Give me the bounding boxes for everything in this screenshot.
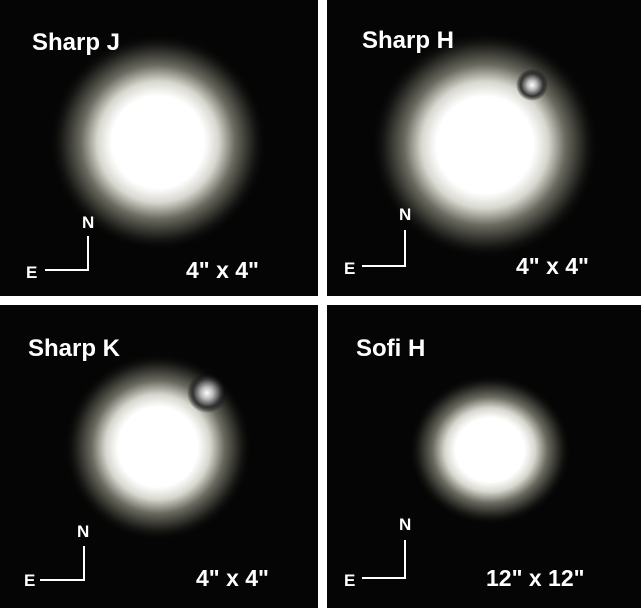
east-label: E — [26, 263, 37, 282]
north-label: N — [77, 522, 89, 541]
compass — [45, 236, 89, 271]
compass — [40, 546, 85, 581]
east-label: E — [344, 259, 355, 278]
scale-label: 4" x 4" — [516, 253, 589, 279]
panel-title: Sofi H — [356, 335, 425, 362]
panel-title: Sharp K — [28, 335, 121, 362]
star — [63, 352, 253, 542]
scale-label: 12" x 12" — [486, 565, 585, 591]
companion — [187, 373, 227, 413]
compass — [362, 540, 406, 579]
compass — [362, 230, 406, 267]
panel-title: Sharp H — [362, 27, 454, 54]
north-label: N — [399, 205, 411, 224]
scale-label: 4" x 4" — [186, 257, 259, 283]
star — [48, 32, 268, 252]
star — [408, 374, 572, 526]
scale-label: 4" x 4" — [196, 565, 269, 591]
companion — [516, 69, 548, 101]
north-label: N — [399, 515, 411, 534]
east-label: E — [344, 571, 355, 590]
east-label: E — [24, 571, 35, 590]
panel-title: Sharp J — [32, 29, 120, 56]
north-label: N — [82, 213, 94, 232]
star — [370, 30, 600, 260]
